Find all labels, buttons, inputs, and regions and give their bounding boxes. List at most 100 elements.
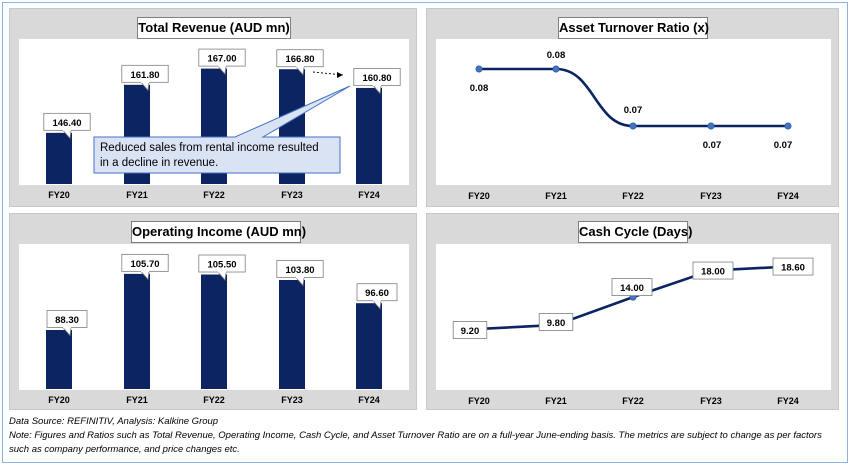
data-label-fy20: 146.40 (52, 118, 81, 129)
data-label-fy21: 161.80 (130, 70, 159, 81)
data-label-fy23: 166.80 (285, 54, 314, 65)
trend-arrowhead (337, 72, 343, 78)
data-label-fy22-group: 105.50 (198, 254, 246, 281)
data-label-fy21: 0.08 (547, 50, 566, 61)
x-tick-fy24: FY24 (777, 396, 799, 406)
data-label-fy20-pointer (62, 130, 72, 140)
point-fy22 (629, 122, 637, 130)
callout-shape (93, 85, 351, 174)
data-label-fy20-group: 9.20 (452, 321, 488, 339)
x-tick-fy23: FY23 (700, 191, 722, 201)
data-label-fy20: 9.20 (461, 326, 480, 337)
asset-turnover-plot-area (436, 39, 831, 185)
data-label-fy24: 160.80 (362, 73, 391, 84)
data-label-fy21: 9.80 (547, 318, 566, 329)
data-label-fy22: 14.00 (620, 283, 644, 294)
data-label-fy23-group: 18.00 (692, 261, 734, 280)
data-label-fy21: 105.70 (130, 259, 159, 270)
data-label-fy21-group: 161.80 (121, 64, 169, 92)
asset-turnover-chart-title: Asset Turnover Ratio (x) (558, 17, 709, 39)
data-label-fy22-group: 14.00 (611, 278, 653, 296)
revenue-callout: Reduced sales from rental income resulte… (93, 85, 351, 174)
bar-fy24 (356, 303, 382, 389)
data-label-fy24: 96.60 (365, 288, 389, 299)
data-label-fy22-pointer (217, 65, 227, 76)
data-label-fy24-pointer (372, 85, 382, 95)
data-label-fy22-group: 167.00 (198, 48, 246, 76)
callout-text-line1: Reduced sales from rental income resulte… (100, 142, 319, 154)
x-tick-fy20: FY20 (468, 396, 490, 406)
data-label-fy21-box (538, 313, 574, 331)
bar-fy24 (356, 87, 382, 184)
data-label-fy23-box (692, 261, 734, 280)
asset-turnover-panel: 0.08 FY20 0.08 FY21 0.07 FY22 0.07 FY23 0.07 FY24… (426, 8, 839, 207)
revenue-chart-title: Total Revenue (AUD mn) (137, 17, 291, 39)
x-tick-fy24: FY24 (358, 395, 380, 405)
revenue-panel: 146.40 FY20 161.80 FY21 167.00 FY22 166.80 FY23… (9, 8, 417, 207)
x-tick-fy24: FY24 (777, 191, 799, 201)
x-tick-fy23: FY23 (281, 395, 303, 405)
data-label-fy23: 103.80 (285, 265, 314, 276)
footer-note-text: Note: Figures and Ratios such as Total R… (9, 430, 822, 455)
data-label-fy21-group: 105.70 (121, 253, 169, 281)
series-line (479, 67, 788, 128)
revenue-chart: 146.40 FY20 161.80 FY21 167.00 FY22 166.80 FY23… (43, 48, 401, 200)
x-tick-fy22: FY22 (203, 190, 225, 200)
data-label-fy24: 0.07 (774, 140, 793, 151)
x-tick-fy21: FY21 (126, 190, 148, 200)
data-label-fy20: 88.30 (55, 315, 79, 326)
bar-fy21 (124, 273, 150, 389)
cash-cycle-panel: 9.20 FY20 9.80 FY21 14.00 FY22 18.00 FY23 18.60 F… (426, 213, 839, 410)
operating-income-chart: 88.30 FY20 105.70 FY21 105.50 FY22 103.80 FY23 9… (46, 253, 398, 405)
data-label-fy21-group: 9.80 (538, 313, 574, 331)
x-tick-fy22: FY22 (622, 191, 644, 201)
footer: Data Source: REFINITIV, Analysis: Kalkin… (9, 415, 839, 457)
data-label-fy22: 167.00 (207, 54, 236, 65)
data-label-fy20: 0.08 (470, 83, 489, 94)
operating-income-chart-title: Operating Income (AUD mn) (131, 221, 306, 243)
data-label-fy24-pointer (372, 300, 382, 310)
bar-fy20 (46, 132, 72, 184)
data-label-fy24-box (772, 257, 814, 276)
x-tick-fy21: FY21 (126, 395, 148, 405)
data-source-text: Data Source: REFINITIV, Analysis: Kalkin… (9, 416, 219, 427)
data-label-fy24-group: 18.60 (772, 257, 814, 276)
x-tick-fy20: FY20 (48, 190, 70, 200)
data-label-fy21-pointer (140, 82, 150, 92)
callout-text-line2: in a decline in revenue. (100, 157, 218, 169)
x-tick-fy20: FY20 (468, 191, 490, 201)
x-tick-fy21: FY21 (545, 191, 567, 201)
data-label-fy21-pointer (140, 271, 150, 281)
data-label-fy22: 105.50 (207, 260, 236, 271)
data-label-fy22-pointer (217, 271, 227, 281)
bar-fy20 (46, 329, 72, 389)
data-label-fy20-pointer (62, 327, 72, 337)
data-label-fy24-group: 96.60 (356, 283, 398, 310)
data-label-fy23-group: 166.80 (276, 49, 324, 76)
data-label-fy22: 0.07 (624, 105, 643, 116)
data-label-fy20-box (452, 321, 488, 339)
x-tick-fy22: FY22 (203, 395, 225, 405)
asset-turnover-chart: 0.08 FY20 0.08 FY21 0.07 FY22 0.07 FY23 0.07 FY24 (468, 50, 799, 201)
point-fy20 (475, 65, 483, 73)
x-tick-fy23: FY23 (700, 396, 722, 406)
data-label-fy24: 18.60 (781, 263, 805, 274)
point-fy21 (552, 65, 560, 73)
data-label-fy24-group: 160.80 (353, 68, 401, 95)
data-label-fy20-group: 146.40 (43, 112, 91, 140)
cash-cycle-chart: 9.20 FY20 9.80 FY21 14.00 FY22 18.00 FY23 18.60 F… (452, 257, 814, 406)
data-label-fy23-pointer (295, 277, 305, 287)
data-label-fy23: 18.00 (701, 267, 725, 278)
bar-fy22 (201, 274, 227, 389)
x-tick-fy22: FY22 (622, 396, 644, 406)
x-tick-fy21: FY21 (545, 396, 567, 406)
data-label-fy22-box (611, 278, 653, 296)
data-label-fy23-group: 103.80 (276, 260, 324, 287)
x-tick-fy23: FY23 (281, 190, 303, 200)
x-tick-fy20: FY20 (48, 395, 70, 405)
bar-fy23 (279, 279, 305, 389)
point-fy23 (707, 122, 715, 130)
data-label-fy23: 0.07 (703, 140, 722, 151)
x-tick-fy24: FY24 (358, 190, 380, 200)
